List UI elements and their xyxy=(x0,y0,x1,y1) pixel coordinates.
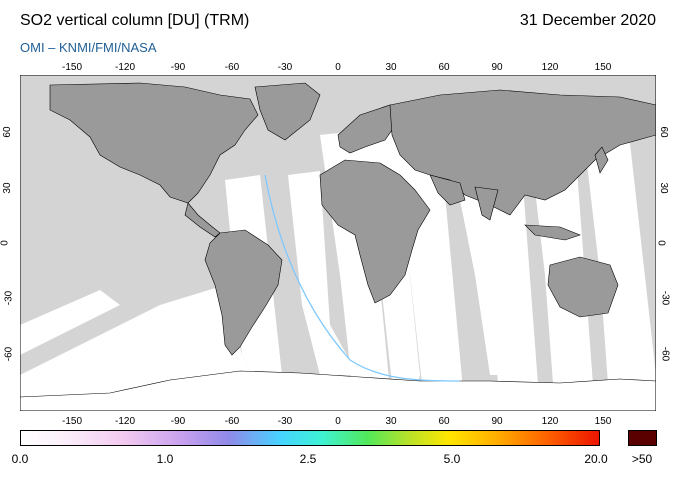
lon-tick-top: 0 xyxy=(335,62,341,73)
arabia xyxy=(429,174,466,206)
lon-tick-top: -60 xyxy=(224,62,240,73)
lon-tick-bottom: -120 xyxy=(114,416,136,427)
lat-tick-right: -30 xyxy=(659,290,671,306)
colorbar-label: 1.0 xyxy=(156,452,174,466)
colorbar-label: 5.0 xyxy=(443,452,461,466)
japan xyxy=(594,146,609,174)
map-date: 31 December 2020 xyxy=(519,12,656,29)
map-source: OMI – KNMI/FMI/NASA xyxy=(20,40,157,55)
lon-tick-top: 90 xyxy=(491,62,503,73)
greenland xyxy=(254,82,321,141)
lat-tick-left: -60 xyxy=(3,346,15,362)
lon-tick-bottom: -90 xyxy=(170,416,186,427)
indonesia xyxy=(524,224,581,241)
lat-tick-right: 30 xyxy=(658,182,670,194)
colorbar-label: 20.0 xyxy=(584,452,608,466)
australia xyxy=(547,256,619,318)
lat-tick-right: -60 xyxy=(659,346,671,362)
map-title: SO2 vertical column [DU] (TRM) xyxy=(20,12,250,29)
lat-tick-left: -30 xyxy=(3,290,15,306)
lon-tick-bottom: 60 xyxy=(438,416,450,427)
south-america xyxy=(204,229,283,356)
lon-tick-bottom: 150 xyxy=(594,416,612,427)
lat-tick-left: 0 xyxy=(0,240,11,246)
africa xyxy=(319,159,431,304)
lon-tick-top: 60 xyxy=(438,62,450,73)
lat-tick-right: 0 xyxy=(655,240,667,246)
lat-tick-right: 60 xyxy=(658,126,670,138)
india xyxy=(474,186,499,221)
colorbar xyxy=(20,430,600,446)
colorbar-label: 2.5 xyxy=(299,452,317,466)
lon-tick-top: 30 xyxy=(385,62,397,73)
lon-tick-top: 120 xyxy=(541,62,559,73)
lon-tick-bottom: 120 xyxy=(541,416,559,427)
lon-tick-top: -30 xyxy=(277,62,293,73)
colorbar-overflow-label: >50 xyxy=(631,452,653,466)
so2-world-map xyxy=(20,75,656,411)
lon-tick-bottom: 90 xyxy=(491,416,503,427)
lat-tick-left: 30 xyxy=(2,182,14,194)
lon-tick-bottom: -30 xyxy=(277,416,293,427)
lon-tick-bottom: 0 xyxy=(335,416,341,427)
orbit-track xyxy=(264,174,461,382)
continents xyxy=(49,82,656,356)
lon-tick-top: -150 xyxy=(61,62,83,73)
lon-tick-bottom: -60 xyxy=(224,416,240,427)
lon-tick-top: 150 xyxy=(594,62,612,73)
lon-tick-top: -90 xyxy=(170,62,186,73)
lon-tick-bottom: 30 xyxy=(385,416,397,427)
central-america xyxy=(184,202,221,238)
lon-tick-top: -120 xyxy=(114,62,136,73)
colorbar-label: 0.0 xyxy=(11,452,29,466)
lon-tick-bottom: -150 xyxy=(61,416,83,427)
north-america xyxy=(49,82,259,204)
colorbar-overflow-swatch xyxy=(628,430,657,446)
lat-tick-left: 60 xyxy=(2,126,14,138)
